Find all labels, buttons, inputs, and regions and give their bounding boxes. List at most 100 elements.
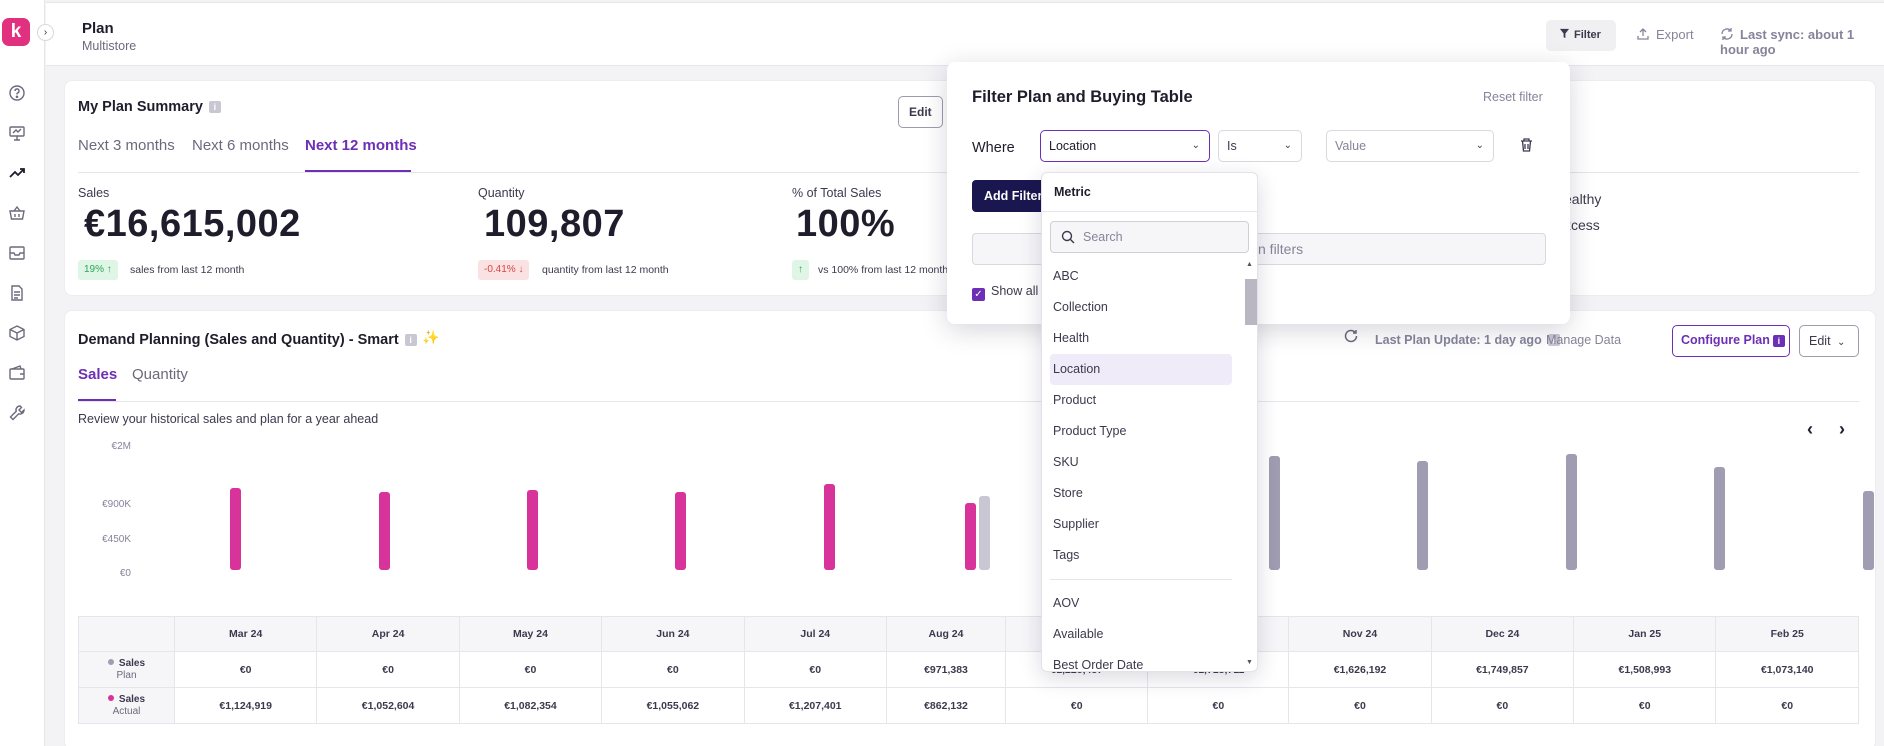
series-dot xyxy=(107,694,114,701)
sales-change-badge: 19% ↑ xyxy=(78,260,118,280)
dropdown-option[interactable]: Location xyxy=(1050,354,1232,385)
chart-bar[interactable] xyxy=(378,491,390,570)
inbox-icon[interactable] xyxy=(8,244,26,262)
filter-button[interactable]: Filter xyxy=(1546,20,1616,51)
app-logo[interactable]: k xyxy=(2,18,30,46)
manage-data-link[interactable]: Manage Data xyxy=(1546,333,1622,347)
chart-bar[interactable] xyxy=(675,491,687,570)
wallet-icon[interactable] xyxy=(8,364,26,382)
dropdown-option[interactable]: ABC xyxy=(1053,269,1079,283)
info-icon[interactable]: i xyxy=(404,334,417,346)
scroll-down-icon[interactable]: ▼ xyxy=(1246,659,1253,666)
column-header: Apr 24 xyxy=(316,616,460,652)
tabs-divider xyxy=(78,401,1859,402)
refresh-icon xyxy=(1721,28,1733,40)
review-text: Review your historical sales and plan fo… xyxy=(78,412,379,426)
scroll-thumb[interactable] xyxy=(1245,279,1257,325)
dropdown-option[interactable]: Product xyxy=(1053,393,1097,407)
top-bar: Plan Multistore Filter Export Last sync:… xyxy=(46,2,1884,66)
left-sidebar: k xyxy=(0,0,45,746)
dropdown-option[interactable]: Supplier xyxy=(1053,517,1099,531)
scroll-up-icon[interactable]: ▲ xyxy=(1246,261,1253,268)
table-cell: €1,207,401 xyxy=(743,687,887,724)
chart-bar[interactable] xyxy=(1269,456,1280,570)
sync-status[interactable]: Last sync: about 1 hour ago xyxy=(1720,27,1855,57)
check-icon: ✓ xyxy=(972,288,985,301)
table-cell: €1,082,354 xyxy=(458,687,603,724)
row-header: Sales Actual xyxy=(78,687,175,724)
y-tick-label: €900K xyxy=(102,499,131,510)
tab-sales[interactable]: Sales xyxy=(78,366,118,383)
configure-plan-button[interactable]: Configure Plan i xyxy=(1672,325,1790,357)
chart-bar[interactable] xyxy=(1714,467,1726,570)
dropdown-option[interactable]: SKU xyxy=(1053,455,1079,469)
table-cell: €1,749,857 xyxy=(1430,651,1575,688)
chart-bar[interactable] xyxy=(979,496,991,570)
demand-title: Demand Planning (Sales and Quantity) - S… xyxy=(78,332,417,348)
dropdown-option[interactable]: Collection xyxy=(1053,300,1108,314)
tab-next-6-months[interactable]: Next 6 months xyxy=(192,137,289,154)
chevron-down-icon: ⌄ xyxy=(1283,140,1292,151)
demand-edit-button[interactable]: Edit ⌄ xyxy=(1799,325,1859,357)
column-header: Nov 24 xyxy=(1288,616,1432,652)
document-icon[interactable] xyxy=(8,284,26,302)
metric-value-quantity: 109,807 xyxy=(484,203,625,245)
dropdown-option[interactable]: AOV xyxy=(1053,596,1080,610)
info-icon[interactable]: i xyxy=(208,101,221,113)
sidebar-expand-button[interactable]: › xyxy=(37,24,54,41)
reset-filter-link[interactable]: Reset filter xyxy=(1483,90,1543,104)
table-cell: €1,626,192 xyxy=(1288,651,1432,688)
metric-label-quantity: Quantity xyxy=(478,186,525,200)
operator-select[interactable]: Is ⌄ xyxy=(1218,130,1302,162)
chart-prev-button[interactable]: ‹ xyxy=(1807,419,1813,439)
column-header: Mar 24 xyxy=(173,616,318,652)
chart-bar[interactable] xyxy=(1565,454,1577,570)
info-icon[interactable]: i xyxy=(1547,334,1560,346)
table-cell: €0 xyxy=(743,651,887,688)
dropdown-option[interactable]: Best Order Date xyxy=(1053,658,1144,672)
chevron-down-icon: ⌄ xyxy=(1837,337,1846,348)
chart-bar[interactable] xyxy=(965,502,977,570)
dropdown-option[interactable]: Available xyxy=(1053,627,1104,641)
summary-edit-button[interactable]: Edit xyxy=(898,96,943,128)
show-all-checkbox[interactable]: ✓ Show all xyxy=(972,284,1038,301)
active-tab-indicator xyxy=(78,399,116,401)
dropdown-option[interactable]: Health xyxy=(1053,331,1090,345)
dropdown-section-divider xyxy=(1050,579,1232,580)
tab-quantity[interactable]: Quantity xyxy=(132,366,188,383)
demand-planning-card: Demand Planning (Sales and Quantity) - S… xyxy=(64,310,1876,746)
last-plan-update: Last Plan Update: 1 day ago i xyxy=(1375,333,1560,347)
dropdown-scrollbar[interactable]: ▲ ▼ xyxy=(1243,261,1257,669)
field-select[interactable]: Location ⌄ xyxy=(1040,130,1210,162)
chevron-down-icon: ⌄ xyxy=(1191,140,1200,151)
tab-next-3-months[interactable]: Next 3 months xyxy=(78,137,175,154)
dropdown-divider xyxy=(1042,211,1257,212)
trending-up-icon[interactable] xyxy=(8,164,26,182)
dropdown-option[interactable]: Store xyxy=(1053,486,1083,500)
dropdown-option[interactable]: Tags xyxy=(1053,548,1080,562)
basket-icon[interactable] xyxy=(8,204,26,222)
dropdown-option[interactable]: Product Type xyxy=(1053,424,1127,438)
table-cell: €0 xyxy=(1573,687,1717,724)
chart-bar[interactable] xyxy=(527,490,538,570)
y-tick-label: €0 xyxy=(119,568,131,579)
chart-bar[interactable] xyxy=(1417,461,1429,570)
chart-bar[interactable] xyxy=(823,483,835,570)
help-icon[interactable] xyxy=(8,84,26,102)
trash-icon[interactable] xyxy=(1519,137,1534,158)
presentation-icon[interactable] xyxy=(8,124,26,142)
dropdown-search-input[interactable]: Search xyxy=(1050,221,1249,253)
add-filter-button[interactable]: Add Filter xyxy=(972,180,1052,212)
export-button[interactable]: Export xyxy=(1636,27,1694,42)
tab-next-12-months[interactable]: Next 12 months xyxy=(305,137,417,154)
chart-bar[interactable] xyxy=(230,487,242,570)
summary-title: My Plan Summary i xyxy=(78,99,221,115)
refresh-plan-icon[interactable] xyxy=(1343,328,1359,349)
value-select[interactable]: Value ⌄ xyxy=(1326,130,1494,162)
wrench-icon[interactable] xyxy=(8,404,26,422)
chart-bar[interactable] xyxy=(1862,490,1874,570)
chart-next-button[interactable]: › xyxy=(1839,419,1845,439)
upload-icon xyxy=(1637,28,1649,40)
table-corner xyxy=(78,616,175,652)
package-icon[interactable] xyxy=(8,324,26,342)
